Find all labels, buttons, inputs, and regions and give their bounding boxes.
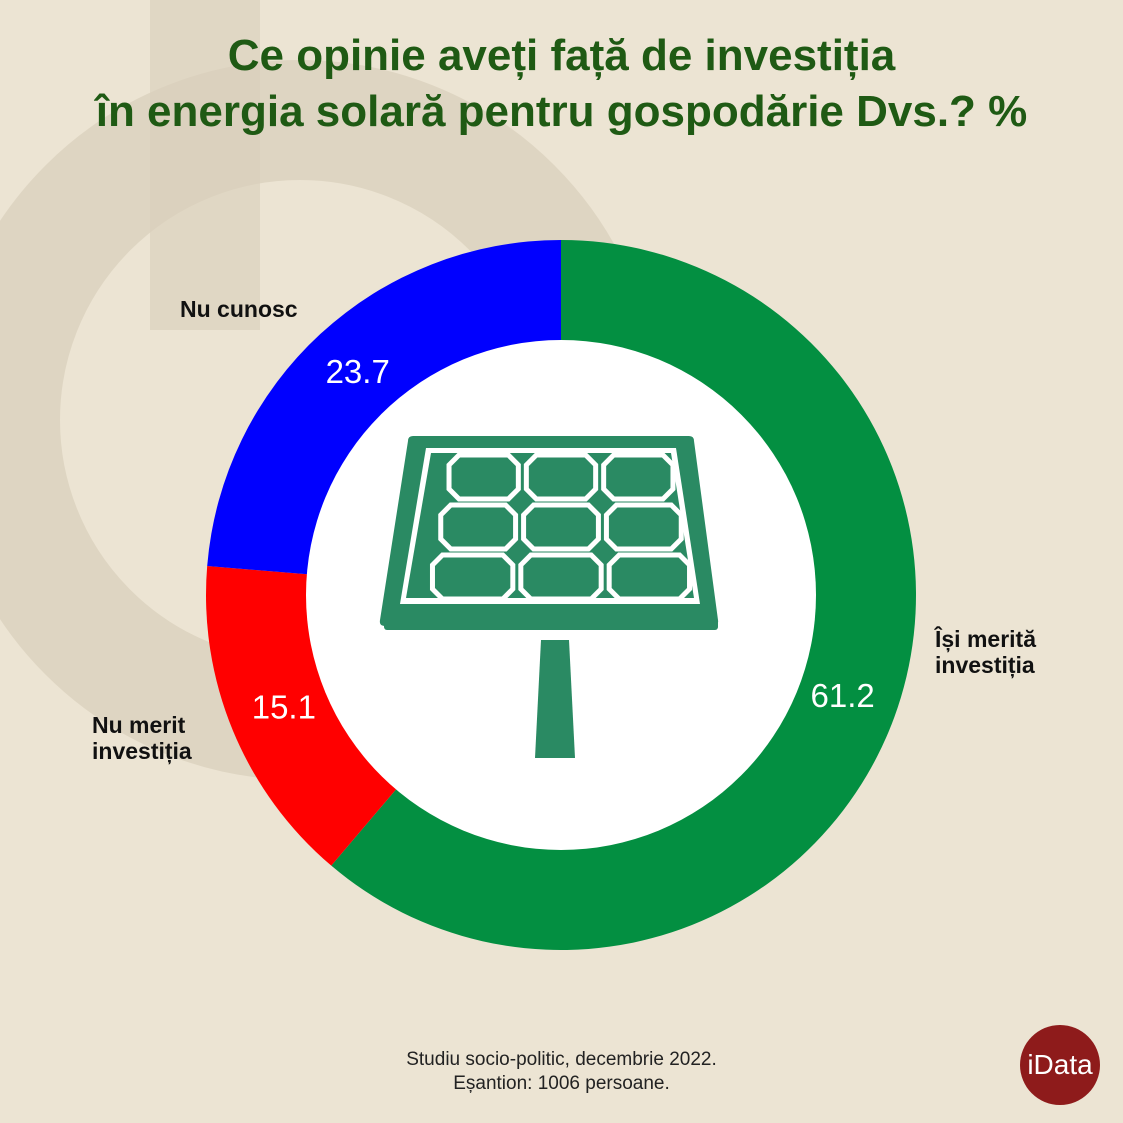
legend-label-nu-cunosc-line-1: Nu cunosc — [180, 296, 298, 322]
legend-label-isi-merita-line-1: Își merită — [935, 626, 1036, 652]
solar-cell — [429, 552, 516, 602]
chart-title-line-2: în energia solară pentru gospodărie Dvs.… — [95, 87, 1028, 136]
footer-source-note: Studiu socio-politic, decembrie 2022. Eș… — [0, 1048, 1123, 1096]
solar-cell — [603, 502, 684, 552]
slice-value-labels: 61.2 15.1 23.7 — [252, 353, 875, 725]
chart-title: Ce opinie aveți față de investiția în en… — [0, 28, 1123, 140]
idata-logo: iData — [1020, 1025, 1100, 1105]
legend-label-nu-merit-line-2: investiția — [92, 738, 192, 764]
solar-cell — [518, 552, 604, 602]
solar-cell — [438, 502, 519, 552]
legend-label-nu-merit-line-1: Nu merit — [92, 712, 186, 738]
slice-value-label-0: 61.2 — [811, 677, 875, 714]
solar-cell — [523, 452, 599, 502]
legend-label-nu-cunosc: Nu cunosc — [180, 296, 298, 322]
legend-label-nu-merit: Nu merit investiția — [92, 712, 192, 764]
legend-label-isi-merita-line-2: investiția — [935, 652, 1035, 678]
solar-cell — [606, 552, 693, 602]
slice-value-label-1: 15.1 — [252, 689, 316, 726]
chart-title-line-1: Ce opinie aveți față de investiția — [227, 31, 896, 80]
legend-label-isi-merita: Își merită investiția — [935, 626, 1036, 678]
solar-cell — [601, 452, 676, 502]
slice-value-label-2: 23.7 — [326, 353, 390, 390]
solar-cell — [521, 502, 601, 552]
solar-cell — [446, 452, 521, 502]
solar-panel-icon — [379, 436, 719, 758]
footer-study-line: Studiu socio-politic, decembrie 2022. — [406, 1049, 717, 1070]
footer-sample-line: Eșantion: 1006 persoane. — [453, 1073, 670, 1094]
